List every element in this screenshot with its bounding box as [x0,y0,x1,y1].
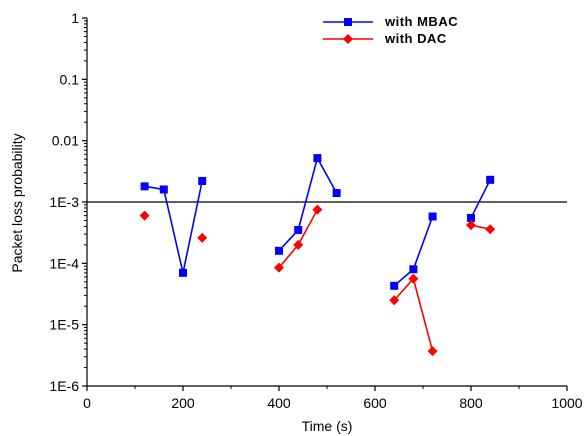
legend-mbac-marker [344,18,352,26]
series-dac-point [427,346,438,357]
series-mbac-line [278,155,338,252]
series-dac-line [278,209,319,269]
series-mbac-point [409,265,418,274]
series-mbac-point [390,281,399,290]
x-tick-label: 600 [363,395,387,411]
series-mbac-point [140,182,149,191]
y-axis-title: Packet loss probability [9,133,25,272]
series-dac-point [197,232,208,243]
series-dac [139,204,496,357]
series-mbac-point [275,246,283,255]
y-tick-label: 1E-5 [49,317,79,333]
legend: with MBAC with DAC [323,14,458,46]
series-mbac-point [428,212,437,221]
x-tick-label: 1000 [551,395,582,411]
series-mbac-point [179,268,187,277]
y-tick-label: 0.01 [52,133,79,149]
series-mbac-point [332,189,341,198]
legend-mbac-label: with MBAC [384,14,458,29]
x-tick-label: 200 [171,395,195,411]
series-dac-point [466,220,476,231]
axes [82,17,568,391]
y-tick-label: 1E-4 [49,255,79,271]
series-mbac-point [294,225,303,234]
legend-dac-marker [343,34,353,44]
series-dac-point [293,239,304,250]
series-dac-point [274,262,284,273]
x-tick-label: 400 [267,395,291,411]
x-tick-label: 800 [459,395,483,411]
series-dac-line [393,277,434,352]
y-tick-label: 0.1 [60,71,80,87]
y-tick-label: 1 [71,10,79,26]
series-group [139,154,496,357]
series-dac-point [312,204,323,215]
series-dac-point [485,224,496,235]
series-dac-point [139,210,150,221]
tick-labels: 1 0.1 0.01 1E-3 1E-4 1E-5 1E-60 200 400 600 800 100… [49,10,582,411]
legend-dac-label: with DAC [384,31,447,46]
y-tick-label: 1E-6 [49,378,79,394]
y-tick-label: 1E-3 [49,194,79,210]
series-mbac-point [313,154,322,163]
series-mbac-point [198,176,207,185]
series-mbac-point [159,185,168,194]
series-mbac-point [467,213,475,222]
x-tick-label: 0 [83,395,91,411]
series-mbac [140,154,495,290]
series-mbac-line [144,180,203,274]
x-axis-title: Time (s) [302,418,353,434]
series-dac-point [408,273,419,284]
series-mbac-point [486,175,495,184]
series-dac-point [389,295,400,306]
series-mbac-line [470,179,491,219]
